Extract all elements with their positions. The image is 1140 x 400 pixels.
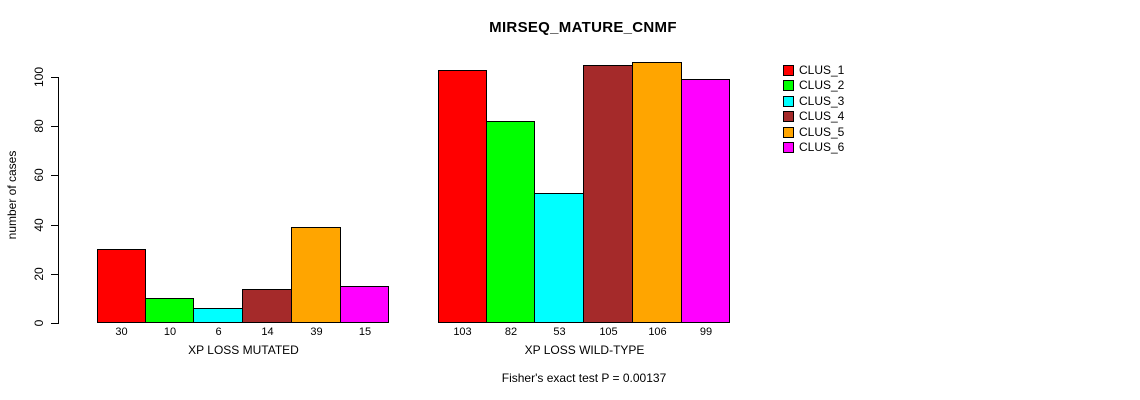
bar-clus_2-group1: [145, 298, 194, 323]
legend-swatch-clus_3: [783, 96, 794, 107]
legend-label-clus_6: CLUS_6: [799, 140, 845, 154]
legend-label-clus_2: CLUS_2: [799, 78, 845, 92]
y-tick-40: [51, 225, 58, 226]
y-tick-label-20: 20: [32, 267, 46, 281]
bar-value-label-clus_2-group2: 82: [504, 326, 518, 338]
bar-clus_3-group1: [193, 308, 243, 323]
bar-value-label-clus_4-group2: 105: [599, 326, 618, 338]
y-tick-label-80: 80: [32, 119, 46, 133]
bar-clus_1-group2: [438, 70, 487, 323]
x-group-label-wild-type: XP LOSS WILD-TYPE: [524, 343, 645, 357]
y-tick-60: [51, 175, 58, 176]
chart-title: MIRSEQ_MATURE_CNMF: [489, 19, 677, 36]
y-axis-line: [58, 77, 59, 324]
bar-value-label-clus_5-group1: 39: [310, 326, 323, 338]
y-tick-label-60: 60: [32, 168, 46, 182]
bar-clus_6-group1: [340, 286, 389, 323]
bar-value-label-clus_6-group2: 99: [699, 326, 713, 338]
bar-clus_4-group1: [242, 289, 292, 323]
bar-value-label-clus_5-group2: 106: [648, 326, 667, 338]
x-group-label-mutated: XP LOSS MUTATED: [188, 343, 299, 357]
legend-swatch-clus_6: [783, 142, 794, 153]
y-tick-0: [51, 323, 58, 324]
bar-clus_3-group2: [534, 193, 584, 323]
bar-value-label-clus_6-group1: 15: [358, 326, 372, 338]
legend-label-clus_5: CLUS_5: [799, 125, 845, 139]
bar-value-label-clus_3-group1: 6: [215, 326, 222, 338]
bar-value-label-clus_1-group1: 30: [115, 326, 128, 338]
y-tick-20: [51, 274, 58, 275]
bar-clus_6-group2: [681, 79, 730, 323]
y-tick-label-0: 0: [32, 319, 46, 327]
legend-swatch-clus_5: [783, 127, 794, 138]
bar-clus_1-group1: [97, 249, 146, 323]
legend-swatch-clus_1: [783, 65, 794, 76]
bar-clus_4-group2: [583, 65, 633, 323]
bar-clus_5-group1: [291, 227, 341, 323]
bar-value-label-clus_3-group2: 53: [553, 326, 566, 338]
legend-label-clus_3: CLUS_3: [799, 94, 845, 108]
bar-value-label-clus_2-group1: 10: [163, 326, 177, 338]
bar-value-label-clus_1-group2: 103: [453, 326, 472, 338]
legend-label-clus_4: CLUS_4: [799, 109, 845, 123]
y-tick-100: [51, 77, 58, 78]
bar-value-label-clus_4-group1: 14: [261, 326, 274, 338]
y-tick-label-100: 100: [32, 66, 46, 88]
legend-swatch-clus_4: [783, 111, 794, 122]
y-tick-label-40: 40: [32, 218, 46, 232]
legend-label-clus_1: CLUS_1: [799, 63, 845, 77]
y-axis-label: number of cases: [5, 150, 19, 240]
y-tick-80: [51, 126, 58, 127]
bar-clus_5-group2: [632, 62, 682, 323]
bar-clus_2-group2: [486, 121, 535, 323]
legend-swatch-clus_2: [783, 80, 794, 91]
annotation-text: Fisher's exact test P = 0.00137: [501, 371, 667, 385]
